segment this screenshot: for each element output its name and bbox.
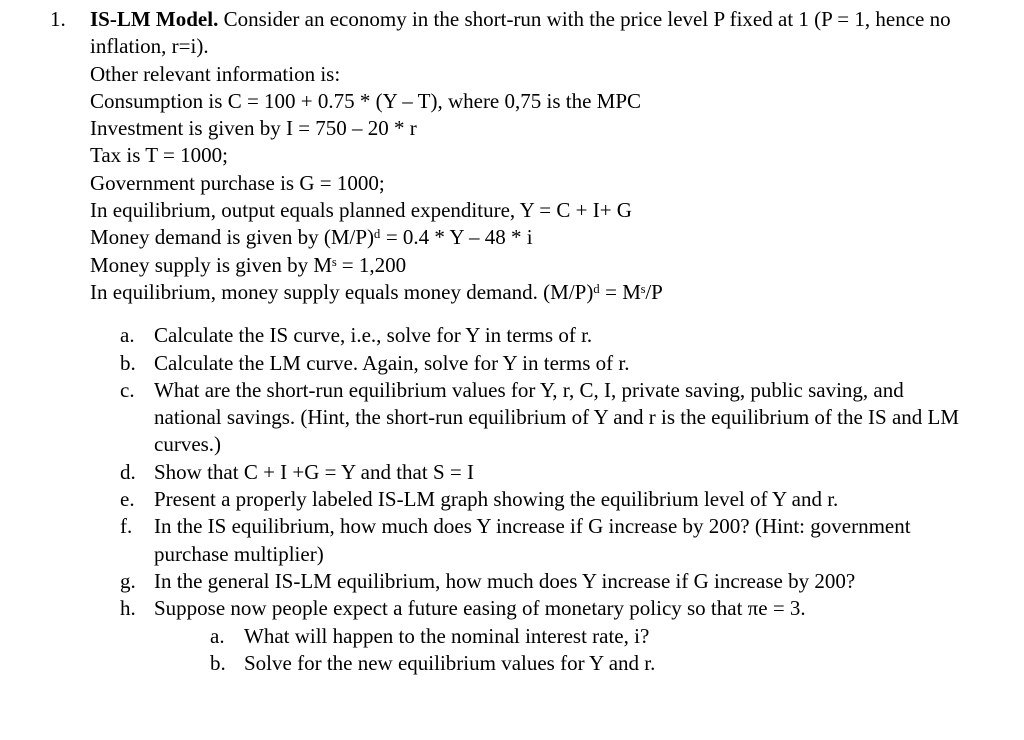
intro-line-0: Consider an economy in the short-run wit…	[90, 7, 951, 58]
subpart-g: g. In the general IS-LM equilibrium, how…	[120, 568, 974, 595]
subsubpart-a: a. What will happen to the nominal inter…	[210, 623, 974, 650]
question-number: 1.	[50, 6, 90, 306]
subpart-c: c. What are the short-run equilibrium va…	[120, 377, 974, 459]
subpart-text: Calculate the LM curve. Again, solve for…	[154, 350, 974, 377]
page: 1. IS-LM Model. Consider an economy in t…	[0, 0, 1024, 687]
subpart-text: Calculate the IS curve, i.e., solve for …	[154, 322, 974, 349]
subpart-e: e. Present a properly labeled IS-LM grap…	[120, 486, 974, 513]
subsubpart-letter: b.	[210, 650, 244, 677]
subpart-text: Suppose now people expect a future easin…	[154, 595, 974, 622]
subpart-letter: c.	[120, 377, 154, 459]
subpart-letter: e.	[120, 486, 154, 513]
subsubpart-letter: a.	[210, 623, 244, 650]
question-block: 1. IS-LM Model. Consider an economy in t…	[50, 6, 974, 306]
subpart-f: f. In the IS equilibrium, how much does …	[120, 513, 974, 568]
intro-line-5: Government purchase is G = 1000;	[90, 171, 385, 195]
subsubpart-text: Solve for the new equilibrium values for…	[244, 650, 655, 677]
subpart-letter: d.	[120, 459, 154, 486]
subpart-text: Show that C + I +G = Y and that S = I	[154, 459, 974, 486]
subpart-d: d. Show that C + I +G = Y and that S = I	[120, 459, 974, 486]
intro-line-9: In equilibrium, money supply equals mone…	[90, 280, 663, 304]
subpart-letter: f.	[120, 513, 154, 568]
intro-line-8: Money supply is given by Mˢ = 1,200	[90, 253, 406, 277]
subpart-text: In the IS equilibrium, how much does Y i…	[154, 513, 974, 568]
subpart-text: What are the short-run equilibrium value…	[154, 377, 974, 459]
subpart-text: In the general IS-LM equilibrium, how mu…	[154, 568, 974, 595]
intro-line-1: Other relevant information is:	[90, 62, 340, 86]
question-title: IS-LM Model.	[90, 7, 218, 31]
subpart-b: b. Calculate the LM curve. Again, solve …	[120, 350, 974, 377]
subsubpart-text: What will happen to the nominal interest…	[244, 623, 649, 650]
question-body: IS-LM Model. Consider an economy in the …	[90, 6, 974, 306]
intro-line-4: Tax is T = 1000;	[90, 143, 228, 167]
intro-line-3: Investment is given by I = 750 – 20 * r	[90, 116, 417, 140]
intro-line-6: In equilibrium, output equals planned ex…	[90, 198, 632, 222]
subparts: a. Calculate the IS curve, i.e., solve f…	[50, 322, 974, 677]
subpart-letter: b.	[120, 350, 154, 377]
subpart-text: Present a properly labeled IS-LM graph s…	[154, 486, 974, 513]
subpart-a: a. Calculate the IS curve, i.e., solve f…	[120, 322, 974, 349]
subsubpart-b: b. Solve for the new equilibrium values …	[210, 650, 974, 677]
subpart-letter: a.	[120, 322, 154, 349]
subpart-letter: h.	[120, 595, 154, 622]
intro-line-7: Money demand is given by (M/P)ᵈ = 0.4 * …	[90, 225, 533, 249]
intro-line-2: Consumption is C = 100 + 0.75 * (Y – T),…	[90, 89, 641, 113]
subpart-letter: g.	[120, 568, 154, 595]
subpart-h: h. Suppose now people expect a future ea…	[120, 595, 974, 622]
subsubparts: a. What will happen to the nominal inter…	[120, 623, 974, 678]
